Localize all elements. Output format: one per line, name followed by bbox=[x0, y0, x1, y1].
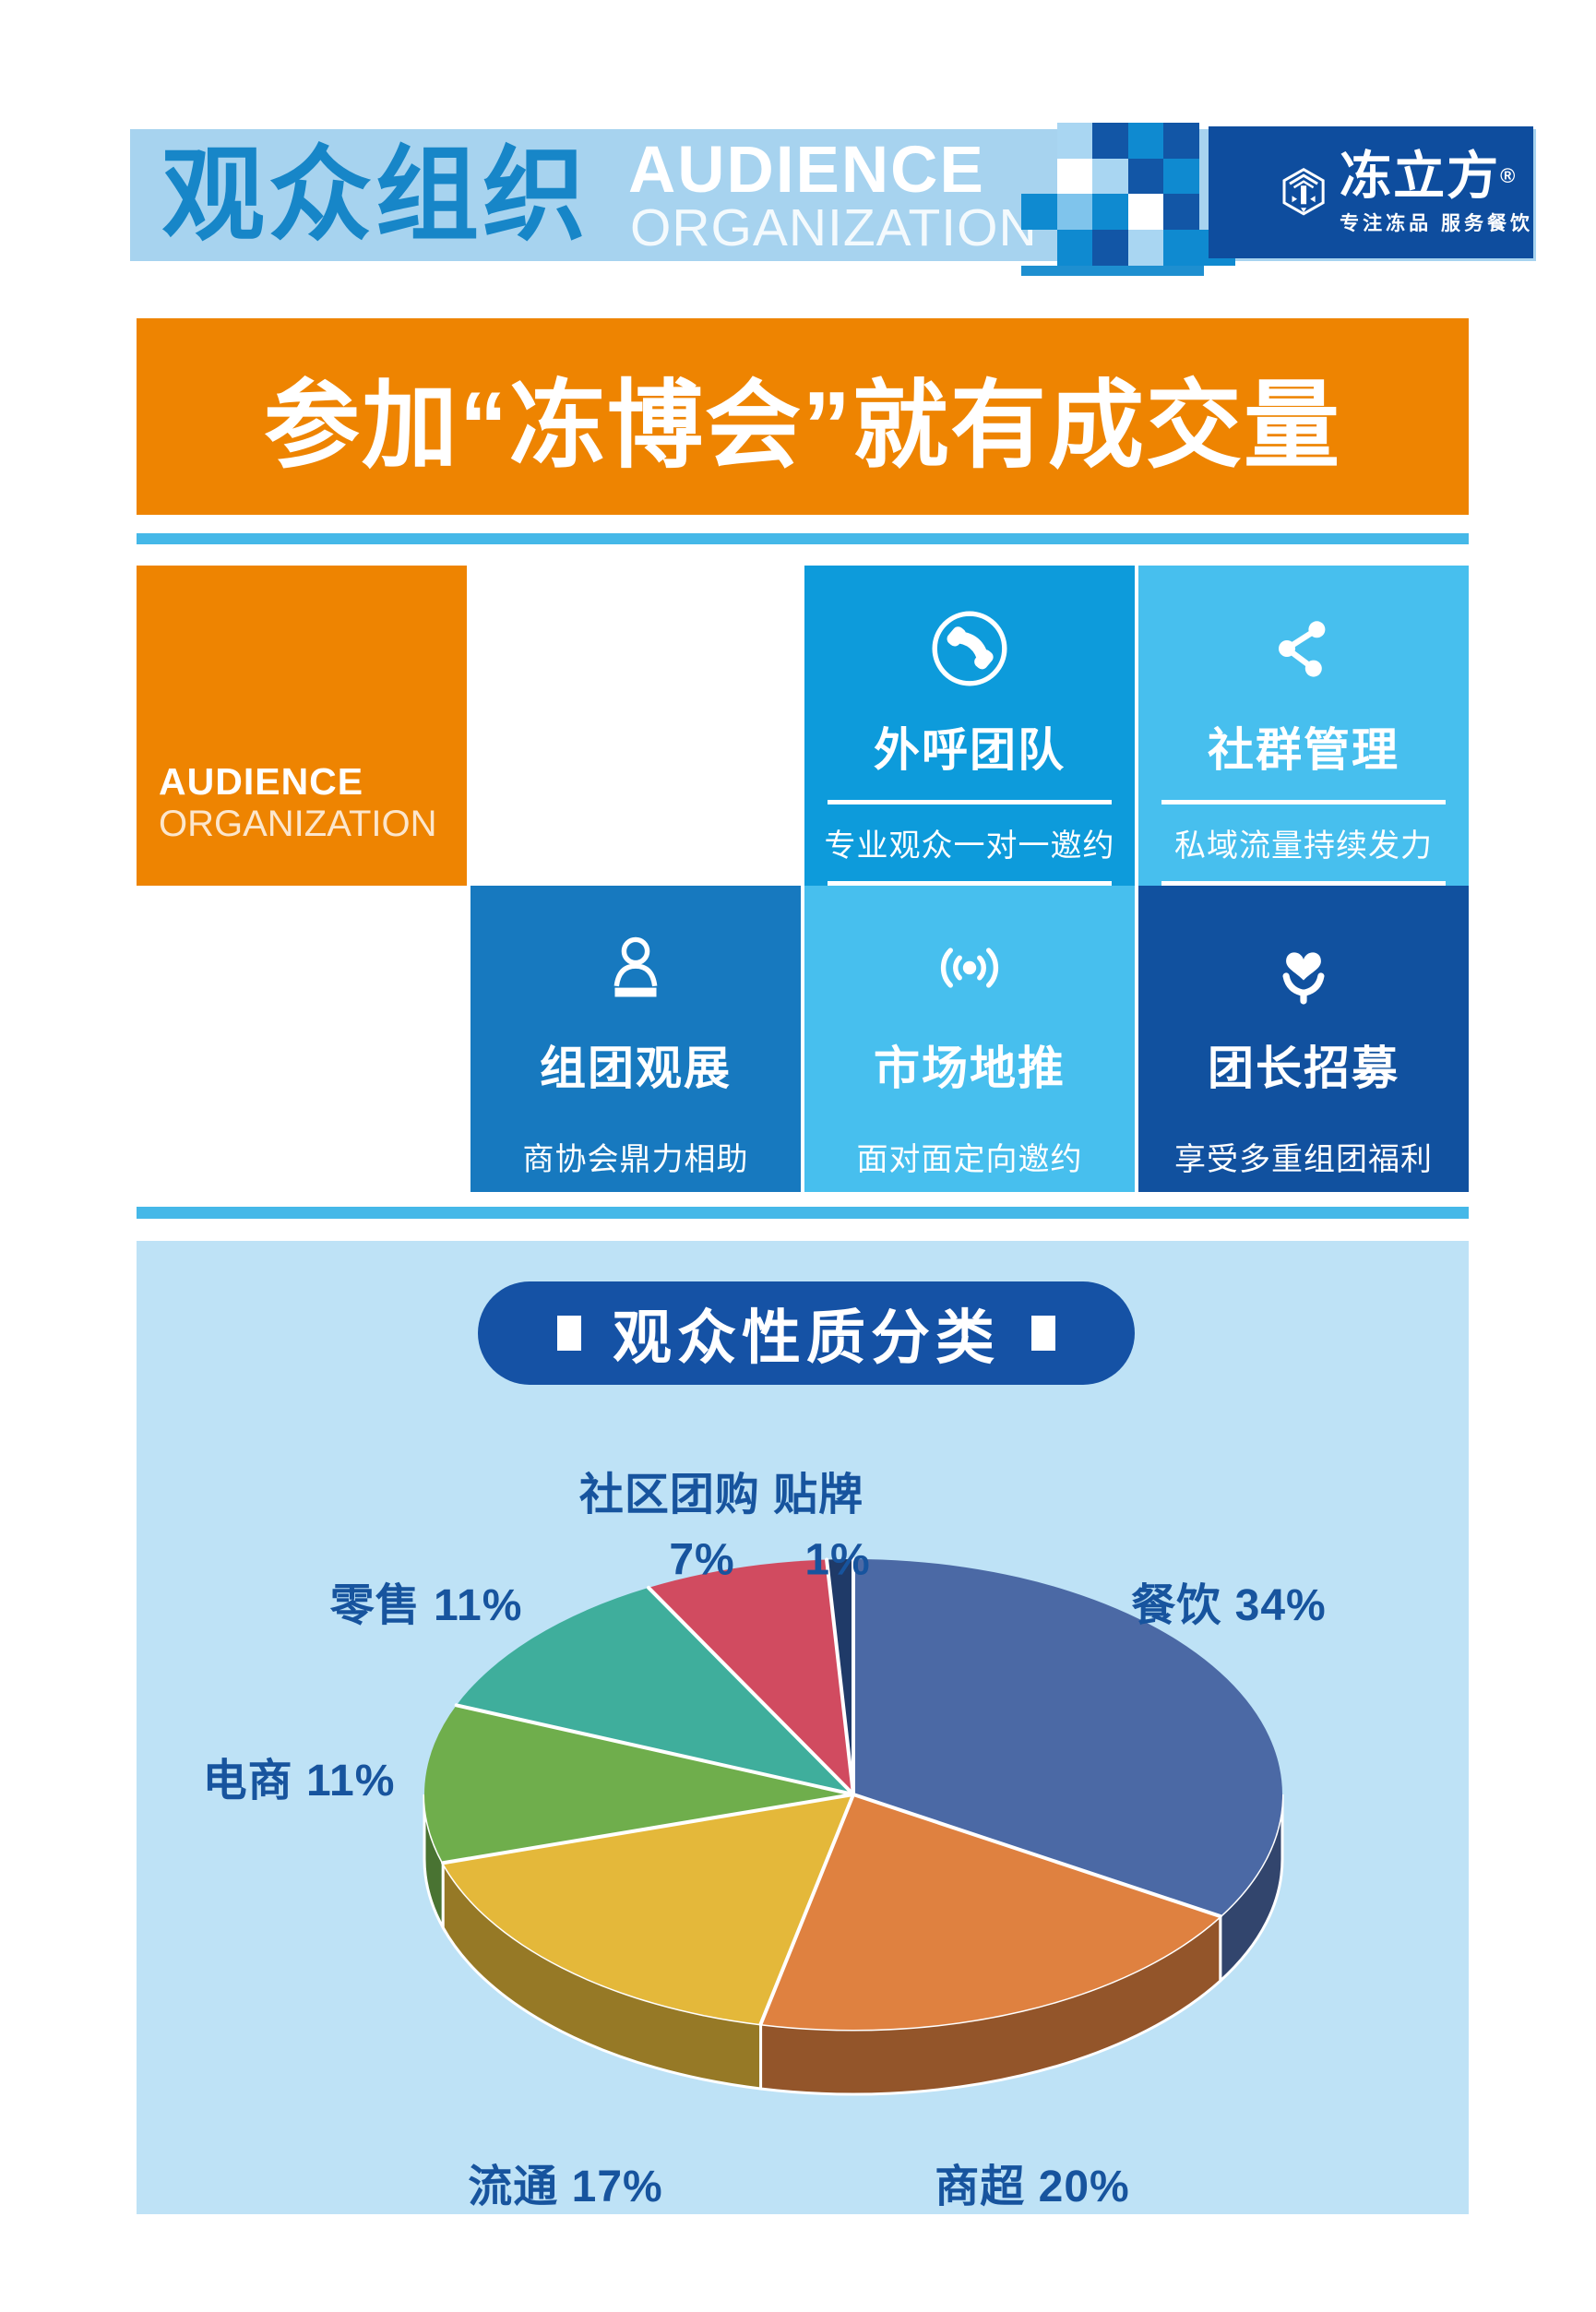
share-network-icon bbox=[1262, 606, 1345, 691]
card-title: 团长招募 bbox=[1208, 1043, 1399, 1094]
card-subtitle: 私域流量持续发力 bbox=[1174, 828, 1433, 864]
heart-hands-icon bbox=[1262, 926, 1345, 1009]
card-leader-recruit: 团长招募 享受多重组团福利 bbox=[1138, 886, 1469, 1192]
card-community-management: 社群管理 私域流量持续发力 bbox=[1138, 566, 1469, 886]
card-divider bbox=[1161, 881, 1446, 886]
grid-spacer bbox=[137, 886, 467, 1192]
pixel-mosaic-decoration bbox=[1021, 123, 1235, 267]
pie-label-supermarket: 商超 20% bbox=[935, 2163, 1130, 2211]
card-title: 市场地推 bbox=[874, 1043, 1066, 1094]
card-divider bbox=[1161, 800, 1446, 804]
audience-card-text: AUDIENCE ORGANIZATION bbox=[137, 760, 436, 886]
pie-label-community-pct: 7% bbox=[669, 1535, 735, 1585]
card-subtitle: 享受多重组团福利 bbox=[1174, 1142, 1433, 1177]
square-bullet-icon bbox=[557, 1316, 581, 1351]
chart-title-pill: 观众性质分类 bbox=[478, 1281, 1135, 1385]
mosaic-square bbox=[1092, 194, 1128, 230]
phone-icon bbox=[928, 606, 1011, 691]
header-underline-decoration bbox=[1021, 266, 1204, 276]
card-outbound-team: 外呼团队 专业观众一对一邀约 bbox=[804, 566, 1135, 886]
headline-banner: 参加“冻博会”就有成交量 bbox=[137, 318, 1469, 515]
mosaic-square bbox=[1127, 123, 1164, 159]
pie-chart bbox=[423, 1557, 1284, 2096]
audience-organization-card: AUDIENCE ORGANIZATION bbox=[137, 566, 467, 886]
feature-card-grid: AUDIENCE ORGANIZATION 外呼团队 专业观众一对一邀约 bbox=[137, 566, 1469, 1192]
mosaic-square bbox=[1163, 194, 1199, 230]
pie-label-ecommerce: 电商 11% bbox=[202, 1757, 396, 1806]
card-field-promotion: 市场地推 面对面定向邀约 bbox=[804, 886, 1135, 1192]
brand-slogan: 专注冻品 服务餐饮 bbox=[1340, 212, 1533, 234]
mosaic-square bbox=[1056, 194, 1093, 230]
audience-card-line1: AUDIENCE bbox=[159, 760, 364, 803]
pie-label-circulation: 流通 17% bbox=[468, 2163, 663, 2211]
card-title: 外呼团队 bbox=[874, 724, 1066, 776]
mosaic-square bbox=[1127, 158, 1164, 195]
card-subtitle: 专业观众一对一邀约 bbox=[824, 828, 1115, 864]
registered-mark: ® bbox=[1500, 163, 1518, 187]
card-group-visit: 组团观展 商协会鼎力相助 bbox=[470, 886, 801, 1192]
card-subtitle: 商协会鼎力相助 bbox=[522, 1142, 749, 1177]
mosaic-square bbox=[1127, 194, 1164, 230]
divider-line-bottom bbox=[137, 1207, 1469, 1219]
page-title-cn: 观众组织 bbox=[161, 137, 590, 253]
card-title: 组团观展 bbox=[540, 1043, 732, 1094]
audience-type-chart-panel: 观众性质分类 社区团购 贴牌 7% 1% 零售 11% 餐饮 34% 电商 11… bbox=[137, 1241, 1469, 2214]
brand-texts: 冻立方® 专注冻品 服务餐饮 bbox=[1340, 149, 1533, 236]
brand-name: 冻立方® bbox=[1340, 149, 1533, 203]
pie-label-retail: 零售 11% bbox=[329, 1581, 523, 1630]
mosaic-square bbox=[1163, 229, 1199, 266]
cube-hexagon-logo-icon bbox=[1282, 167, 1325, 216]
card-title: 社群管理 bbox=[1208, 724, 1399, 776]
headline-text: 参加“冻博会”就有成交量 bbox=[263, 373, 1341, 480]
broadcast-icon bbox=[928, 926, 1011, 1009]
mosaic-square bbox=[1092, 158, 1128, 195]
mosaic-square bbox=[1127, 229, 1164, 266]
mosaic-square bbox=[1092, 229, 1128, 266]
mosaic-square bbox=[1056, 158, 1093, 195]
page-title-en-line2: ORGANIZATION bbox=[630, 198, 1038, 257]
card-divider bbox=[828, 800, 1112, 804]
pie-label-catering: 餐饮 34% bbox=[1131, 1581, 1327, 1630]
person-icon bbox=[594, 926, 677, 1009]
mosaic-square bbox=[1021, 194, 1057, 230]
audience-card-line2: ORGANIZATION bbox=[159, 804, 437, 844]
page-title-en-line1: AUDIENCE bbox=[628, 134, 985, 207]
card-divider bbox=[828, 881, 1112, 886]
mosaic-square bbox=[1056, 229, 1093, 266]
square-bullet-icon bbox=[1031, 1316, 1055, 1351]
mosaic-square bbox=[1056, 123, 1093, 159]
chart-title: 观众性质分类 bbox=[613, 1305, 1000, 1371]
pie-label-oem-pct: 1% bbox=[804, 1535, 871, 1585]
mosaic-square bbox=[1163, 123, 1199, 159]
brand-name-text: 冻立方 bbox=[1340, 146, 1501, 205]
grid-spacer bbox=[470, 566, 801, 886]
card-subtitle: 面对面定向邀约 bbox=[856, 1142, 1083, 1177]
brand-logo-block: 冻立方® 专注冻品 服务餐饮 bbox=[1209, 126, 1533, 258]
mosaic-square bbox=[1163, 158, 1199, 195]
mosaic-square bbox=[1092, 123, 1128, 159]
divider-line-top bbox=[137, 533, 1469, 544]
pie-label-community-oem: 社区团购 贴牌 bbox=[578, 1471, 864, 1519]
